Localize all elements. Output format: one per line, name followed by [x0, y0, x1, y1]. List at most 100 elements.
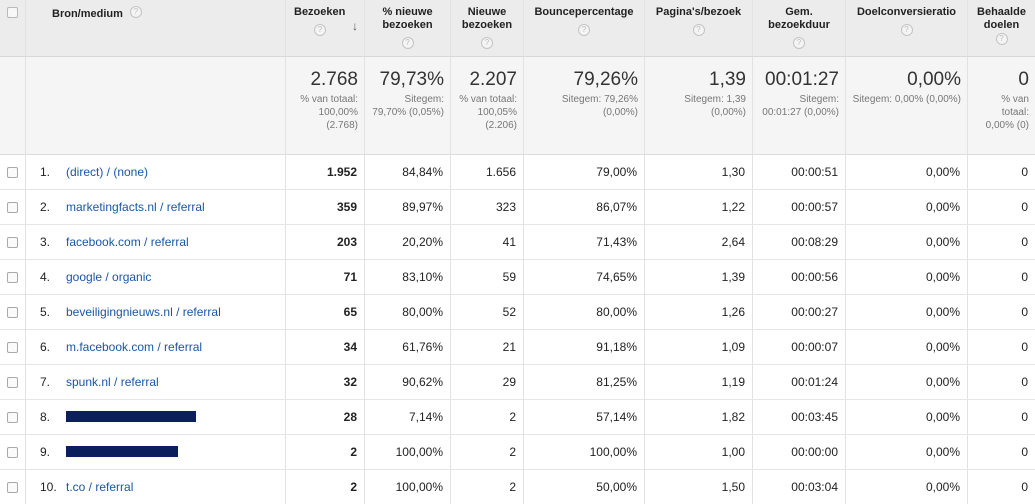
new-visits-cell: 29	[451, 365, 524, 399]
row-checkbox[interactable]	[7, 482, 18, 493]
row-checkbox-cell	[0, 295, 26, 329]
summary-subtext: % van totaal: 100,00% (2.768)	[300, 94, 358, 131]
new-visits-cell: 2	[451, 435, 524, 469]
summary-subtext: Sitegem: 00:01:27 (0,00%)	[762, 94, 839, 118]
duration-cell: 00:00:07	[753, 330, 846, 364]
table-row: 10. t.co / referral 2 100,00% 2 50,00% 1,…	[0, 470, 1035, 504]
table-body: 1. (direct) / (none) 1.952 84,84% 1.656 7…	[0, 155, 1035, 504]
help-icon[interactable]: ?	[900, 24, 913, 36]
help-icon[interactable]: ?	[401, 37, 414, 49]
duration-cell: 00:00:57	[753, 190, 846, 224]
select-all-checkbox[interactable]	[7, 7, 18, 18]
pct-new-cell: 84,84%	[365, 155, 451, 189]
summary-bounce: 79,26% Sitegem: 79,26% (0,00%)	[524, 57, 645, 154]
col-visits-label: Bezoeken	[294, 6, 346, 18]
row-index: 6.	[40, 340, 51, 354]
table-row: 2. marketingfacts.nl / referral 359 89,97…	[0, 190, 1035, 225]
source-link[interactable]: spunk.nl / referral	[66, 375, 159, 389]
bounce-cell: 80,00%	[524, 295, 645, 329]
goals-cell: 0	[1021, 445, 1028, 459]
summary-subtext: Sitegem: 0,00% (0,00%)	[852, 94, 961, 105]
new-visits-cell: 52	[451, 295, 524, 329]
pages-per-visit-cell: 1,39	[645, 260, 753, 294]
summary-subtext: Sitegem: 1,39 (0,00%)	[684, 94, 746, 118]
new-visits-cell: 2	[451, 400, 524, 434]
source-link[interactable]: facebook.com / referral	[66, 235, 189, 249]
row-checkbox[interactable]	[7, 447, 18, 458]
summary-subtext: % van totaal: 0,00% (0)	[985, 94, 1029, 131]
goal-conv-cell: 0,00%	[846, 470, 968, 504]
table-row: 8. 28 7,14% 2 57,14% 1,82 00:03:45 0,00%…	[0, 400, 1035, 435]
row-checkbox-cell	[0, 435, 26, 469]
row-checkbox-cell	[0, 330, 26, 364]
row-checkbox[interactable]	[7, 377, 18, 388]
col-avg-duration[interactable]: Gem. bezoekduur ?	[753, 0, 846, 56]
col-goals-achieved[interactable]: Behaalde doelen ?	[968, 0, 1035, 56]
bounce-cell: 74,65%	[524, 260, 645, 294]
col-visits[interactable]: Bezoeken ↓ ?	[286, 0, 365, 56]
source-cell: 4. google / organic	[26, 260, 286, 294]
table-row: 1. (direct) / (none) 1.952 84,84% 1.656 7…	[0, 155, 1035, 190]
summary-pct-new: 79,73% Sitegem: 79,70% (0,05%)	[365, 57, 451, 154]
help-icon[interactable]: ?	[578, 24, 590, 36]
new-visits-cell: 41	[451, 225, 524, 259]
row-checkbox-cell	[0, 400, 26, 434]
goal-conv-cell: 0,00%	[846, 365, 968, 399]
col-pct-new-label: % nieuwe bezoeken	[382, 6, 433, 31]
col-avg-duration-label: Gem. bezoekduur	[768, 6, 830, 31]
source-cell: 2. marketingfacts.nl / referral	[26, 190, 286, 224]
row-checkbox[interactable]	[7, 167, 18, 178]
visits-cell: 32	[286, 365, 365, 399]
row-index: 9.	[40, 445, 51, 459]
row-index: 4.	[40, 270, 51, 284]
col-goal-conv[interactable]: Doelconversieratio ?	[846, 0, 968, 56]
source-link[interactable]: (direct) / (none)	[66, 165, 149, 179]
duration-cell: 00:00:51	[753, 155, 846, 189]
pages-per-visit-cell: 1,26	[645, 295, 753, 329]
help-icon[interactable]: ?	[692, 24, 705, 36]
col-bounce[interactable]: Bouncepercentage ?	[524, 0, 645, 56]
pages-per-visit-cell: 1,50	[645, 470, 753, 504]
duration-cell: 00:00:00	[753, 435, 846, 469]
pages-per-visit-cell: 1,30	[645, 155, 753, 189]
help-icon[interactable]: ?	[314, 24, 326, 36]
source-link[interactable]: google / organic	[66, 270, 152, 284]
source-link[interactable]: marketingfacts.nl / referral	[66, 200, 205, 214]
col-pages-per-visit[interactable]: Pagina's/bezoek ?	[645, 0, 753, 56]
bounce-cell: 57,14%	[524, 400, 645, 434]
sort-desc-icon[interactable]: ↓	[352, 19, 358, 33]
goals-cell: 0	[1021, 200, 1028, 214]
row-checkbox[interactable]	[7, 202, 18, 213]
row-index: 2.	[40, 200, 51, 214]
row-checkbox[interactable]	[7, 237, 18, 248]
help-icon[interactable]: ?	[995, 33, 1008, 45]
row-checkbox[interactable]	[7, 342, 18, 353]
bounce-cell: 81,25%	[524, 365, 645, 399]
row-checkbox-cell	[0, 190, 26, 224]
pct-new-cell: 83,10%	[365, 260, 451, 294]
row-index: 3.	[40, 235, 51, 249]
source-link[interactable]: beveiligingnieuws.nl / referral	[66, 305, 221, 319]
help-icon[interactable]: ?	[793, 37, 805, 49]
visits-cell: 1.952	[286, 155, 365, 189]
row-checkbox[interactable]	[7, 272, 18, 283]
pct-new-cell: 100,00%	[365, 470, 451, 504]
help-icon[interactable]: ?	[481, 37, 493, 49]
row-checkbox[interactable]	[7, 412, 18, 423]
row-checkbox-cell	[0, 155, 26, 189]
table-row: 6. m.facebook.com / referral 34 61,76% 21…	[0, 330, 1035, 365]
col-new-visits[interactable]: Nieuwe bezoeken ?	[451, 0, 524, 56]
summary-row: 2.768 % van totaal: 100,00% (2.768) 79,7…	[0, 57, 1035, 155]
pages-per-visit-cell: 1,00	[645, 435, 753, 469]
col-source[interactable]: Bron/medium?	[26, 0, 286, 56]
col-goal-conv-label: Doelconversieratio	[856, 6, 957, 18]
summary-value: 2.768	[310, 69, 358, 90]
source-link[interactable]: m.facebook.com / referral	[66, 340, 203, 354]
help-icon[interactable]: ?	[129, 6, 142, 18]
goal-conv-cell: 0,00%	[846, 435, 968, 469]
row-checkbox[interactable]	[7, 307, 18, 318]
duration-cell: 00:03:45	[753, 400, 846, 434]
source-link[interactable]: t.co / referral	[66, 480, 134, 494]
col-pct-new[interactable]: % nieuwe bezoeken ?	[365, 0, 451, 56]
